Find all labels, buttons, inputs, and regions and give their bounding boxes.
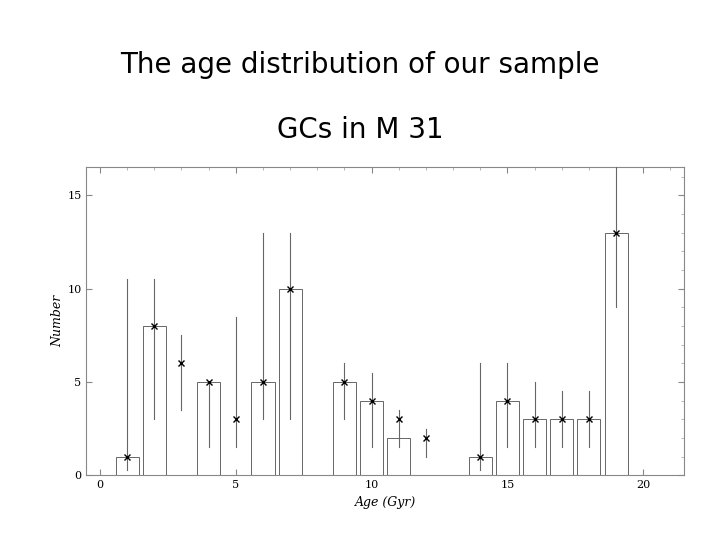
Text: GCs in M 31: GCs in M 31 — [276, 116, 444, 144]
Bar — [360, 401, 383, 475]
X-axis label: Age (Gyr): Age (Gyr) — [354, 496, 416, 509]
Bar — [251, 382, 274, 475]
Bar — [387, 438, 410, 475]
Bar — [496, 401, 519, 475]
Bar — [469, 456, 492, 475]
Bar — [333, 382, 356, 475]
Bar — [605, 233, 628, 475]
Bar — [116, 456, 139, 475]
Text: The age distribution of our sample: The age distribution of our sample — [120, 51, 600, 79]
Bar — [143, 326, 166, 475]
Bar — [577, 419, 600, 475]
Bar — [279, 289, 302, 475]
Y-axis label: Number: Number — [52, 295, 65, 347]
Bar — [550, 419, 573, 475]
Bar — [523, 419, 546, 475]
Bar — [197, 382, 220, 475]
